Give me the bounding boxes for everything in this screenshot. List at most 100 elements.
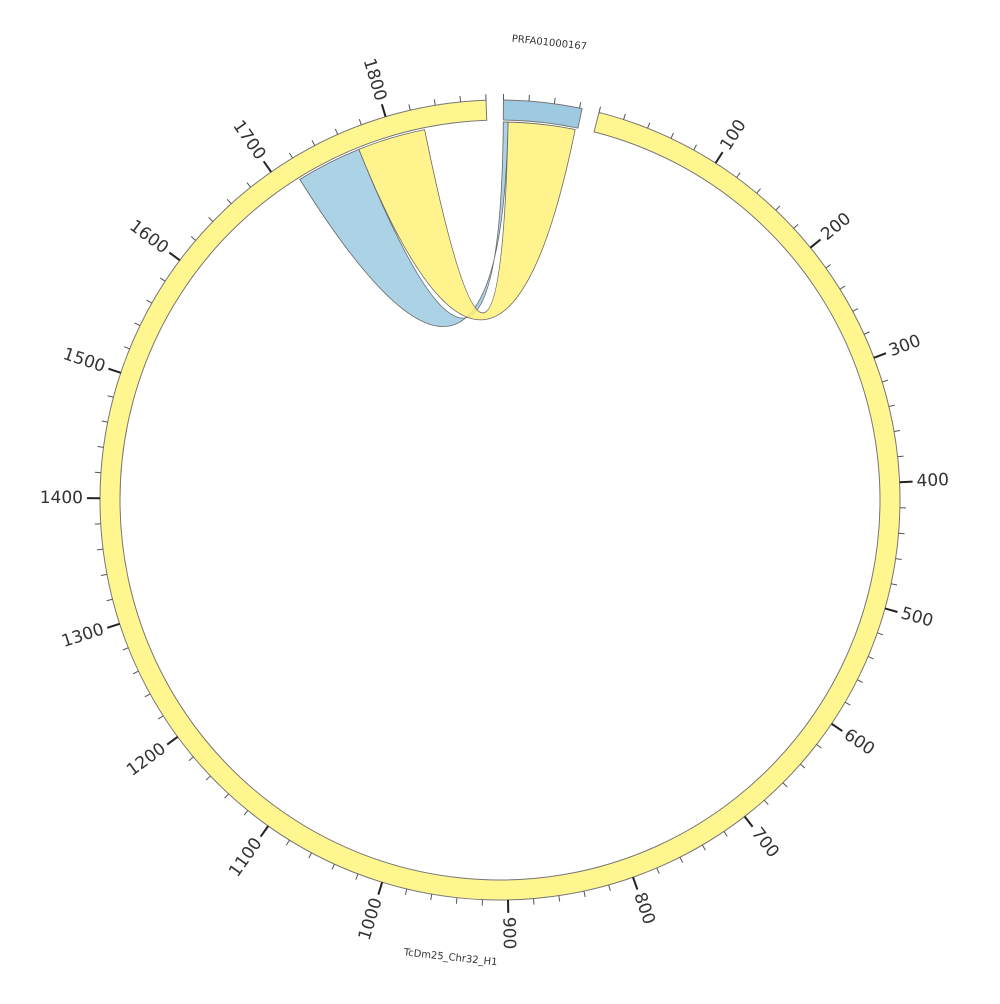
sector-label: TcDm25_Chr32_H1 xyxy=(402,947,498,968)
tick-label: 1500 xyxy=(60,344,107,377)
minor-tick xyxy=(671,133,674,138)
minor-tick xyxy=(244,811,248,816)
minor-tick xyxy=(191,236,196,240)
tick-label: 1700 xyxy=(228,117,269,164)
minor-tick xyxy=(891,584,897,585)
minor-tick xyxy=(764,800,768,805)
minor-tick xyxy=(123,648,129,650)
minor-tick xyxy=(857,680,862,683)
major-tick xyxy=(900,482,913,483)
minor-tick xyxy=(145,694,150,697)
major-tick xyxy=(169,253,179,261)
minor-tick xyxy=(724,831,727,836)
minor-tick xyxy=(783,783,787,787)
major-tick xyxy=(874,353,886,358)
minor-tick xyxy=(657,868,659,874)
minor-tick xyxy=(694,145,697,150)
tick-label: 1000 xyxy=(355,896,387,943)
major-tick xyxy=(261,826,269,837)
minor-tick xyxy=(332,864,334,869)
tick-label: 1100 xyxy=(225,834,266,881)
minor-tick xyxy=(456,898,457,904)
tick-label: 1600 xyxy=(126,216,173,258)
major-tick xyxy=(633,877,637,889)
tick-label: 1800 xyxy=(359,56,391,103)
minor-tick xyxy=(882,380,888,382)
minor-tick xyxy=(133,671,138,674)
minor-tick xyxy=(312,140,315,145)
tick-label: 300 xyxy=(886,331,923,361)
minor-tick xyxy=(794,224,798,228)
minor-tick xyxy=(359,119,361,125)
minor-tick xyxy=(845,702,850,705)
minor-tick xyxy=(97,549,103,550)
minor-tick xyxy=(225,794,229,798)
minor-tick xyxy=(289,153,292,158)
major-tick xyxy=(832,724,843,731)
minor-tick xyxy=(356,874,358,880)
tick-label: 1400 xyxy=(40,488,83,508)
minor-tick xyxy=(405,889,406,895)
tick-label: 700 xyxy=(747,824,783,862)
tick-label: 1200 xyxy=(123,739,170,781)
minor-tick xyxy=(864,332,869,334)
major-tick xyxy=(716,152,723,163)
minor-tick xyxy=(335,129,337,134)
minor-tick xyxy=(247,183,251,188)
major-tick xyxy=(264,161,271,172)
minor-tick xyxy=(101,574,107,575)
minor-tick xyxy=(868,657,874,659)
minor-tick xyxy=(580,102,581,108)
tick-label: 100 xyxy=(716,116,750,154)
minor-tick xyxy=(409,104,410,110)
minor-tick xyxy=(286,840,289,845)
major-tick xyxy=(382,104,386,116)
minor-tick xyxy=(160,278,165,281)
minor-tick xyxy=(554,98,555,104)
minor-tick xyxy=(189,757,194,761)
minor-tick xyxy=(309,853,312,858)
minor-tick xyxy=(107,599,113,600)
minor-tick xyxy=(889,405,895,406)
minor-tick xyxy=(737,173,741,178)
tick-label: 600 xyxy=(840,725,878,760)
minor-tick xyxy=(853,309,858,312)
minor-tick xyxy=(648,123,650,129)
minor-tick xyxy=(102,421,108,422)
major-tick xyxy=(885,608,898,612)
minor-tick xyxy=(135,323,140,326)
tick-label: 900 xyxy=(498,917,519,950)
major-tick xyxy=(810,239,820,247)
minor-tick xyxy=(147,300,152,303)
minor-tick xyxy=(898,456,904,457)
minor-tick xyxy=(206,776,210,780)
tick-label: 1300 xyxy=(59,620,106,652)
minor-tick xyxy=(584,891,585,897)
tick-label: 200 xyxy=(817,209,855,245)
minor-tick xyxy=(609,885,611,891)
major-tick xyxy=(167,737,177,745)
minor-tick xyxy=(98,447,104,448)
minor-tick xyxy=(826,265,831,268)
minor-tick xyxy=(431,894,432,900)
major-tick xyxy=(378,882,382,894)
minor-tick xyxy=(227,199,231,203)
minor-tick xyxy=(894,430,900,431)
minor-tick xyxy=(757,189,761,194)
minor-tick xyxy=(817,744,822,748)
minor-tick xyxy=(776,206,780,210)
minor-tick xyxy=(108,396,114,398)
minor-tick xyxy=(896,559,902,560)
minor-tick xyxy=(124,347,130,349)
minor-tick xyxy=(599,107,600,113)
minor-tick xyxy=(209,217,213,221)
minor-tick xyxy=(680,857,683,862)
minor-tick xyxy=(840,286,845,289)
tick-label: 800 xyxy=(629,890,659,927)
major-tick xyxy=(745,816,753,826)
minor-tick xyxy=(158,716,163,719)
major-tick xyxy=(108,369,120,373)
major-tick xyxy=(107,624,119,628)
